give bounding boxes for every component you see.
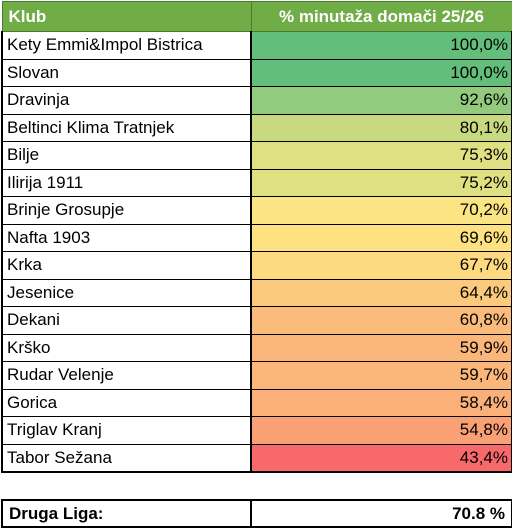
club-name: Jesenice xyxy=(1,278,252,307)
header-row: Klub % minutaža domači 25/26 xyxy=(1,1,512,32)
club-name: Bilje xyxy=(1,141,252,170)
club-minutes-table: Klub % minutaža domači 25/26 Kety Emmi&I… xyxy=(1,1,512,473)
club-name: Dekani xyxy=(1,306,252,335)
table-row: Nafta 1903 69,6% xyxy=(1,223,512,252)
table-row: Kety Emmi&Impol Bistrica 100,0% xyxy=(1,31,512,60)
header-metric: % minutaža domači 25/26 xyxy=(250,1,512,32)
minutes-percent: 54,8% xyxy=(250,416,512,445)
summary-row: Druga Liga: 70.8 % xyxy=(1,499,512,528)
table-row: Jesenice 64,4% xyxy=(1,278,512,307)
club-name: Dravinja xyxy=(1,86,252,115)
minutes-percent: 75,3% xyxy=(250,141,512,170)
club-name: Tabor Sežana xyxy=(1,443,252,473)
table-row: Krško 59,9% xyxy=(1,333,512,362)
minutes-percent: 80,1% xyxy=(250,113,512,142)
table-row: Slovan 100,0% xyxy=(1,58,512,87)
minutes-percent: 58,4% xyxy=(250,388,512,417)
table-row: Dekani 60,8% xyxy=(1,306,512,335)
minutes-percent: 67,7% xyxy=(250,251,512,280)
table-row: Beltinci Klima Tratnjek 80,1% xyxy=(1,113,512,142)
minutes-percent: 60,8% xyxy=(250,306,512,335)
summary-table: Druga Liga: 70.8 % xyxy=(1,499,512,528)
minutes-percent: 43,4% xyxy=(250,443,512,473)
club-name: Brinje Grosupje xyxy=(1,196,252,225)
summary-label: Druga Liga: xyxy=(1,499,252,528)
table-row: Dravinja 92,6% xyxy=(1,86,512,115)
minutes-percent: 59,9% xyxy=(250,333,512,362)
minutes-percent: 75,2% xyxy=(250,168,512,197)
club-name: Beltinci Klima Tratnjek xyxy=(1,113,252,142)
table-row: Gorica 58,4% xyxy=(1,388,512,417)
table-row: Brinje Grosupje 70,2% xyxy=(1,196,512,225)
table-row: Ilirija 1911 75,2% xyxy=(1,168,512,197)
club-name: Slovan xyxy=(1,58,252,87)
minutes-percent: 92,6% xyxy=(250,86,512,115)
minutes-percent: 64,4% xyxy=(250,278,512,307)
club-name: Triglav Kranj xyxy=(1,416,252,445)
table-row: Bilje 75,3% xyxy=(1,141,512,170)
minutes-percent: 100,0% xyxy=(250,31,512,60)
minutes-percent: 70,2% xyxy=(250,196,512,225)
club-name: Gorica xyxy=(1,388,252,417)
club-name: Kety Emmi&Impol Bistrica xyxy=(1,31,252,60)
club-name: Rudar Velenje xyxy=(1,361,252,390)
club-name: Ilirija 1911 xyxy=(1,168,252,197)
club-name: Nafta 1903 xyxy=(1,223,252,252)
minutes-percent: 69,6% xyxy=(250,223,512,252)
summary-value: 70.8 % xyxy=(250,499,512,528)
table-row: Tabor Sežana 43,4% xyxy=(1,443,512,473)
club-name: Krško xyxy=(1,333,252,362)
minutes-percent: 100,0% xyxy=(250,58,512,87)
header-club: Klub xyxy=(1,1,252,32)
table-row: Rudar Velenje 59,7% xyxy=(1,361,512,390)
table-row: Triglav Kranj 54,8% xyxy=(1,416,512,445)
club-name: Krka xyxy=(1,251,252,280)
table-row: Krka 67,7% xyxy=(1,251,512,280)
minutes-percent: 59,7% xyxy=(250,361,512,390)
